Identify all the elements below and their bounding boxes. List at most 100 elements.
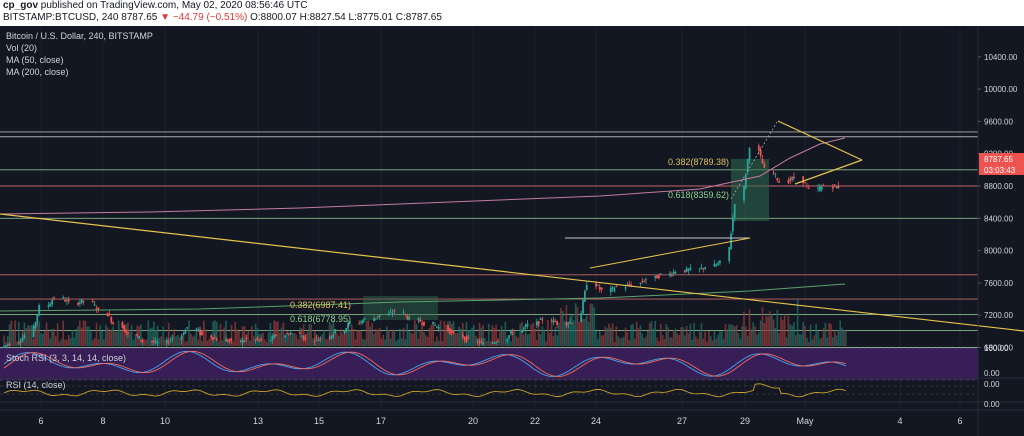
- volume-bar: [780, 316, 782, 346]
- volume-bar: [547, 320, 549, 346]
- candle-body: [791, 177, 793, 180]
- volume-bar: [319, 338, 322, 346]
- volume-bar: [404, 339, 407, 346]
- volume-bars: [3, 299, 847, 346]
- candle-body: [728, 247, 731, 262]
- candle-body: [817, 187, 819, 189]
- candle-body: [567, 323, 570, 325]
- candle-body: [239, 340, 242, 342]
- price-axis[interactable]: 10400.0010000.009600.009200.008800.00840…: [978, 53, 1018, 353]
- volume-bar: [243, 325, 246, 346]
- candle-body: [565, 322, 568, 326]
- volume-bar: [423, 332, 425, 346]
- time-axis[interactable]: 6 8 10 13 15 17 20 22 24 27 29 May 4 6: [38, 416, 962, 426]
- candle-body: [225, 338, 227, 342]
- triangle-lower: [794, 159, 863, 185]
- volume-bar: [108, 331, 111, 346]
- volume-bar: [746, 335, 749, 346]
- candle-body: [659, 273, 662, 275]
- volume-bar: [500, 325, 503, 346]
- volume-bar: [188, 320, 190, 346]
- candle-body: [80, 299, 83, 304]
- volume-bar: [66, 339, 68, 346]
- time-tick: 17: [376, 416, 386, 426]
- volume-bar: [45, 322, 48, 346]
- volume-bar: [325, 338, 327, 346]
- time-tick: 24: [591, 416, 601, 426]
- candle-body: [645, 279, 647, 281]
- time-tick: 6: [957, 416, 962, 426]
- candle-body: [347, 323, 349, 329]
- volume-bar: [232, 341, 235, 346]
- volume-bar: [58, 341, 61, 346]
- candle-body: [328, 337, 331, 339]
- fib-diagonal: [730, 121, 778, 200]
- volume-bar: [273, 320, 275, 346]
- candle-body: [230, 339, 233, 341]
- volume-bar: [103, 339, 105, 346]
- candle-body: [93, 304, 96, 306]
- volume-bar: [689, 323, 692, 346]
- candle-body: [256, 337, 259, 340]
- volume-bar: [151, 327, 153, 346]
- candle-body: [36, 314, 39, 322]
- candle-body: [719, 260, 721, 264]
- volume-bar: [474, 336, 477, 346]
- volume-bar: [789, 323, 792, 346]
- volume-bar: [678, 334, 681, 346]
- ascending-trendline: [589, 237, 751, 269]
- volume-bar: [480, 327, 483, 346]
- candle-body: [6, 344, 9, 346]
- candle-body: [245, 337, 248, 339]
- volume-bar: [711, 340, 714, 346]
- volume-bar: [280, 327, 283, 346]
- volume-bar: [71, 330, 74, 346]
- ma-200-line: [0, 283, 846, 312]
- volume-bar: [717, 334, 719, 346]
- volume-bar: [497, 339, 499, 346]
- candle-body: [212, 337, 214, 340]
- volume-bar: [724, 323, 727, 346]
- volume-bar: [60, 338, 63, 346]
- candle-body: [182, 334, 185, 336]
- volume-bar: [64, 339, 66, 346]
- volume-bar: [217, 341, 220, 346]
- fib-upper-label: 0.382(8789.38): [668, 157, 729, 167]
- volume-bar: [672, 329, 675, 346]
- candle-body: [674, 272, 677, 274]
- volume-bar: [743, 311, 745, 346]
- candle-body: [497, 341, 499, 343]
- candle-body: [141, 339, 144, 342]
- candle-body: [195, 328, 198, 330]
- descending-trendline: [0, 213, 1024, 332]
- candle-body: [184, 329, 187, 335]
- candle-body: [556, 321, 559, 325]
- candle-body: [110, 317, 113, 323]
- candle-body: [315, 337, 318, 339]
- volume-bar: [798, 334, 801, 346]
- volume-bar: [177, 334, 179, 346]
- candle-body: [19, 341, 22, 344]
- volume-bar: [402, 327, 405, 346]
- volume-bar: [809, 324, 812, 346]
- volume-bar: [254, 323, 257, 346]
- volume-bar: [430, 324, 433, 346]
- publisher-name[interactable]: cp_gov: [3, 0, 39, 11]
- volume-bar: [397, 339, 399, 346]
- candle-body: [524, 324, 527, 328]
- volume-bar: [234, 321, 237, 346]
- candle-body: [713, 263, 716, 267]
- volume-bar: [219, 324, 222, 346]
- volume-bar: [561, 310, 564, 346]
- volume-bar: [169, 341, 172, 346]
- volume-bar: [360, 331, 362, 346]
- volume-bar: [82, 320, 85, 346]
- volume-bar: [563, 321, 566, 346]
- symbol: BITSTAMP:BTCUSD, 240: [3, 12, 119, 23]
- volume-bar: [591, 303, 594, 346]
- price-chart[interactable]: 0.382(8789.38) 0.618(8359.62) 0.382(6987…: [0, 26, 1024, 436]
- volume-bar: [680, 327, 682, 346]
- volume-bar: [426, 336, 429, 346]
- legend-ma50: MA (50, close): [6, 55, 64, 65]
- volume-bar: [289, 336, 292, 346]
